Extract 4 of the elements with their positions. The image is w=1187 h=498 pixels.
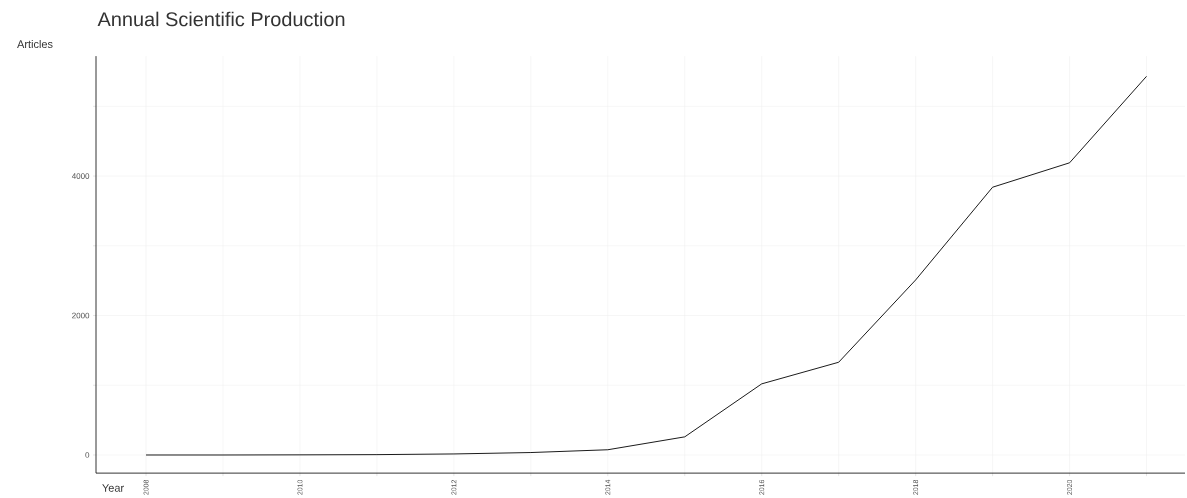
x-axis-title: Year [102, 483, 124, 492]
line-series [145, 75, 1147, 456]
y-axis-title: Articles [17, 39, 53, 48]
chart-title: Annual Scientific Production [97, 11, 345, 27]
